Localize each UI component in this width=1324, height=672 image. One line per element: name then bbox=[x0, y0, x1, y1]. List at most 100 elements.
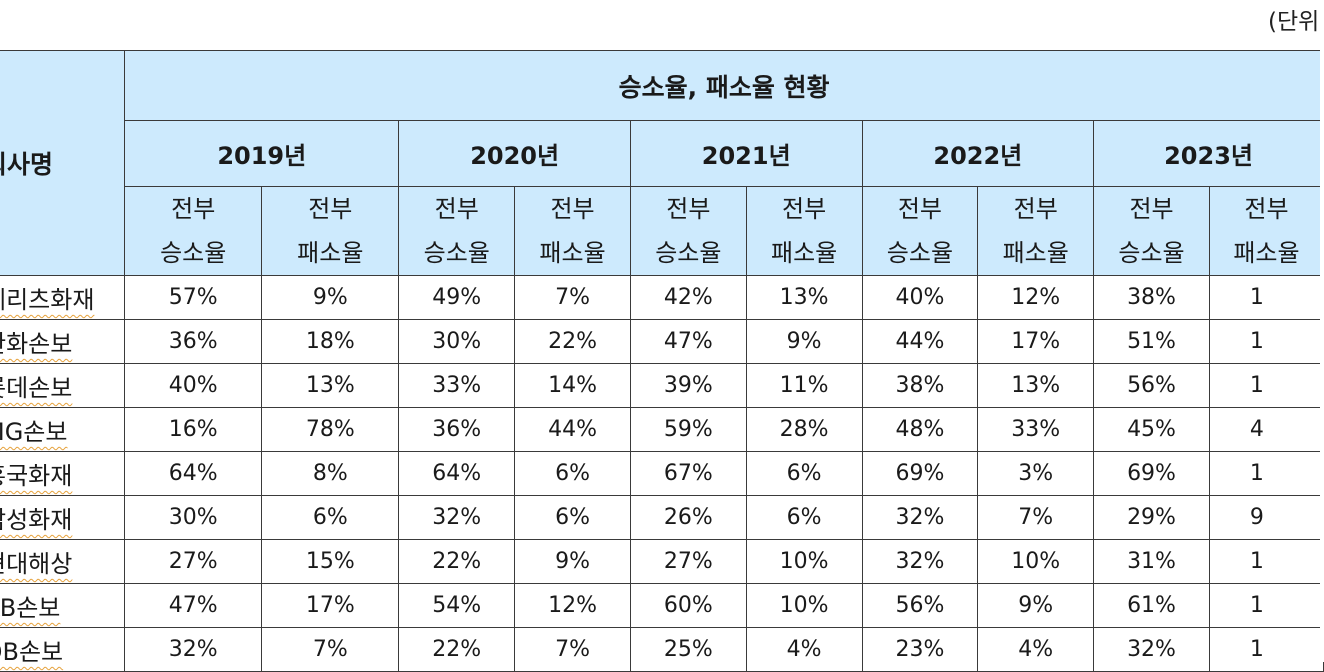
sub-header-line: 전부 bbox=[308, 195, 353, 223]
win-rate-cell: 47% bbox=[124, 583, 263, 628]
win-rate-cell: 67% bbox=[629, 451, 747, 496]
loss-rate-cell: 13% bbox=[977, 363, 1095, 408]
ratio-table-container: 회사명 승소율, 패소율 현황 2019년 2020년 2021년 2022년 … bbox=[0, 50, 1324, 672]
win-rate-cell: 42% bbox=[629, 275, 747, 320]
win-rate-cell: 64% bbox=[398, 451, 516, 496]
sub-header-line: 전부 bbox=[897, 195, 943, 223]
loss-rate-cell: 17% bbox=[977, 319, 1095, 364]
win-rate-cell: 40% bbox=[861, 275, 979, 320]
table-row: 흥국화재64%8%64%6%67%6%69%3%69%1 bbox=[0, 451, 1324, 496]
win-rate-cell: 32% bbox=[861, 495, 979, 540]
loss-rate-cell: 33% bbox=[977, 407, 1095, 452]
loss-rate-cell: 44% bbox=[514, 407, 631, 452]
win-rate-cell: 26% bbox=[629, 495, 747, 540]
loss-rate-cell: 8% bbox=[261, 451, 400, 496]
loss-rate-cell: 3% bbox=[977, 451, 1095, 496]
win-rate-cell: 60% bbox=[629, 583, 747, 628]
sub-header-line: 전부 bbox=[1129, 195, 1174, 223]
win-rate-cell: 40% bbox=[124, 363, 263, 408]
loss-rate-cell: 1 bbox=[1208, 627, 1324, 672]
table-row: 한화손보 36%18%30%22%47%9%44%17%51%1 bbox=[0, 319, 1324, 364]
win-rate-cell: 59% bbox=[629, 407, 747, 452]
loss-rate-cell: 10% bbox=[977, 539, 1095, 584]
sub-header-line: 전부 bbox=[550, 195, 595, 223]
year-header-2020: 2020년 bbox=[398, 120, 631, 187]
loss-rate-cell: 28% bbox=[745, 407, 863, 452]
sub-header-line: 패소율 bbox=[771, 239, 838, 267]
loss-rate-cell: 11% bbox=[745, 363, 863, 408]
loss-rate-cell: 13% bbox=[261, 363, 400, 408]
company-name: KB손보 bbox=[0, 594, 61, 622]
sub-header-line: 전부 bbox=[666, 195, 711, 223]
win-rate-cell: 30% bbox=[398, 319, 516, 364]
sub-header-row: 전부 승소율 전부 패소율 전부 승소율 전부 패소율 전부 승소율 전부 패소율 전부 승소율 전부 패소율… bbox=[0, 186, 1324, 276]
loss-rate-cell: 17% bbox=[261, 583, 400, 628]
sub-header-line: 패소율 bbox=[1002, 239, 1069, 267]
win-rate-cell: 48% bbox=[861, 407, 979, 452]
win-rate-header: 전부 승소율 bbox=[398, 186, 516, 276]
loss-rate-cell: 14% bbox=[514, 363, 631, 408]
loss-rate-cell: 1 bbox=[1208, 539, 1324, 584]
win-rate-cell: 33% bbox=[398, 363, 516, 408]
company-name-cell: 현대해상 bbox=[0, 539, 126, 584]
loss-rate-cell: 9% bbox=[261, 275, 400, 320]
win-rate-cell: 22% bbox=[398, 627, 516, 672]
sub-header-line: 승소율 bbox=[886, 239, 954, 267]
win-rate-cell: 32% bbox=[861, 539, 979, 584]
sub-header-line: 전부 bbox=[1244, 195, 1289, 223]
sub-header-line: 전부 bbox=[1013, 195, 1058, 223]
sub-header-line: 승소율 bbox=[655, 239, 722, 267]
loss-rate-cell: 13% bbox=[745, 275, 863, 320]
year-header-2021: 2021년 bbox=[629, 120, 863, 187]
table-row: 현대해상27%15%22%9%27%10%32%10%31%1 bbox=[0, 539, 1324, 584]
loss-rate-cell: 10% bbox=[745, 539, 863, 584]
win-rate-cell: 64% bbox=[124, 451, 263, 496]
win-rate-cell: 22% bbox=[398, 539, 516, 584]
win-rate-cell: 32% bbox=[1093, 627, 1210, 672]
win-loss-ratio-table: 회사명 승소율, 패소율 현황 2019년 2020년 2021년 2022년 … bbox=[0, 50, 1324, 672]
win-rate-cell: 69% bbox=[861, 451, 979, 496]
loss-rate-cell: 4 bbox=[1208, 407, 1324, 452]
win-rate-cell: 27% bbox=[629, 539, 747, 584]
table-row: DB손보32%7%22%7%25%4%23%4%32%1 bbox=[0, 627, 1324, 672]
win-rate-header: 전부 승소율 bbox=[124, 186, 263, 276]
win-rate-cell: 38% bbox=[861, 363, 979, 408]
loss-rate-cell: 4% bbox=[745, 627, 863, 672]
sub-header-line: 전부 bbox=[782, 195, 827, 223]
table-row: KB손보 47%17%54%12%60%10%56%9%61%1 bbox=[0, 583, 1324, 628]
sub-header-line: 승소율 bbox=[1118, 239, 1185, 267]
win-rate-cell: 23% bbox=[861, 627, 979, 672]
company-name-cell: 메리츠화재 bbox=[0, 275, 126, 320]
sub-header-line: 패소율 bbox=[539, 239, 606, 267]
table-row: MG손보 16%78%36%44%59%28%48%33%45%4 bbox=[0, 407, 1324, 452]
table-row: 메리츠화재 57%9%49%7%42%13%40%12%38%1 bbox=[0, 275, 1324, 320]
company-name: DB손보 bbox=[0, 638, 64, 666]
table-body: 메리츠화재57%9%49%7%42%13%40%12%38%1한화손보36%18… bbox=[0, 275, 1324, 672]
win-rate-cell: 56% bbox=[1093, 363, 1210, 408]
year-header-2023: 2023년 bbox=[1093, 120, 1324, 187]
loss-rate-cell: 1 bbox=[1208, 275, 1324, 320]
table-header: 회사명 승소율, 패소율 현황 2019년 2020년 2021년 2022년 … bbox=[0, 50, 1324, 276]
loss-rate-cell: 4% bbox=[977, 627, 1095, 672]
loss-rate-cell: 12% bbox=[514, 583, 631, 628]
company-name: 한화손보 bbox=[0, 330, 73, 358]
loss-rate-cell: 1 bbox=[1208, 451, 1324, 496]
table-title: 승소율, 패소율 현황 bbox=[124, 50, 1324, 121]
table-row: 삼성화재30%6%32%6%26%6%32%7%29%9 bbox=[0, 495, 1324, 540]
loss-rate-cell: 6% bbox=[745, 495, 863, 540]
sub-header-line: 전부 bbox=[171, 195, 216, 223]
sub-header-line: 패소율 bbox=[1233, 239, 1300, 267]
loss-rate-cell: 9% bbox=[745, 319, 863, 364]
win-rate-cell: 31% bbox=[1093, 539, 1210, 584]
win-rate-cell: 57% bbox=[124, 275, 263, 320]
loss-rate-cell: 7% bbox=[261, 627, 400, 672]
win-rate-cell: 56% bbox=[861, 583, 979, 628]
company-name-cell: 한화손보 bbox=[0, 319, 126, 364]
win-rate-cell: 45% bbox=[1093, 407, 1210, 452]
company-name: 흥국화재 bbox=[0, 462, 73, 490]
loss-rate-cell: 7% bbox=[514, 627, 631, 672]
